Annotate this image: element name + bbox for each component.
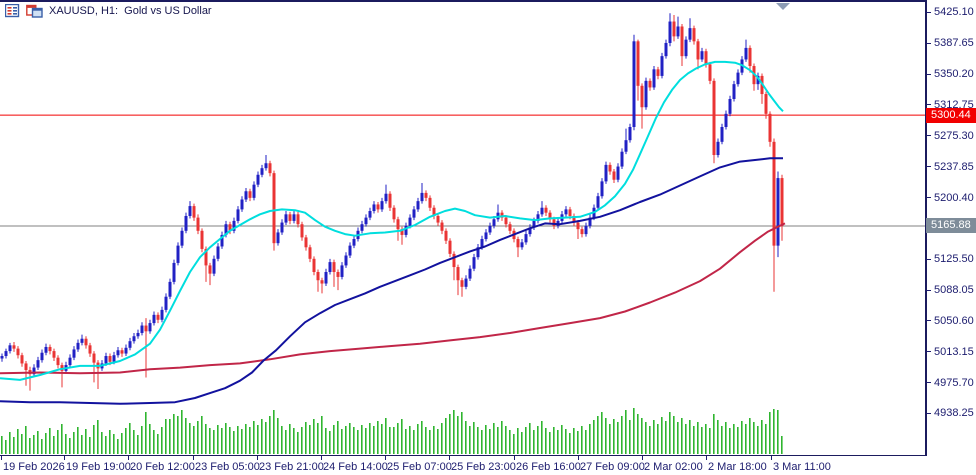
time-tick-label: 24 Feb 14:00 bbox=[323, 461, 388, 473]
chart-shift-marker-icon[interactable] bbox=[776, 3, 790, 10]
fast-ma-aqua bbox=[0, 60, 784, 381]
time-tick-mark bbox=[257, 456, 258, 460]
price-tick-label: 5050.60 bbox=[926, 314, 974, 327]
time-tick-mark bbox=[449, 456, 450, 460]
price-tick-mark bbox=[926, 351, 931, 353]
candles-layer bbox=[0, 13, 784, 391]
time-tick-mark bbox=[321, 456, 322, 460]
quotes-panel-icon[interactable] bbox=[5, 4, 20, 18]
time-tick-label: 23 Feb 21:00 bbox=[259, 461, 324, 473]
price-tick-mark bbox=[926, 42, 931, 44]
price-tick-mark bbox=[926, 73, 931, 75]
chart-top-border bbox=[0, 0, 926, 2]
price-chart-canvas[interactable] bbox=[0, 0, 926, 455]
mid-ma-navy bbox=[0, 157, 783, 405]
time-tick-label: 19 Feb 19:00 bbox=[66, 461, 131, 473]
time-tick-label: 2 Mar 18:00 bbox=[708, 461, 767, 473]
time-tick-mark bbox=[642, 456, 643, 460]
price-tick-mark bbox=[926, 135, 931, 137]
price-tick-mark bbox=[926, 11, 931, 13]
time-tick-mark bbox=[578, 456, 579, 460]
chart-header: XAUUSD, H1: Gold vs US Dollar bbox=[5, 4, 212, 18]
time-tick-mark bbox=[193, 456, 194, 460]
price-tick-mark bbox=[926, 289, 931, 291]
price-tick-label: 5088.05 bbox=[926, 284, 974, 297]
price-tick-label: 5275.30 bbox=[926, 129, 974, 142]
time-tick-label: 19 Feb 2026 bbox=[3, 461, 65, 473]
symbol-title: XAUUSD, H1: Gold vs US Dollar bbox=[49, 5, 212, 17]
price-tick-label: 5350.20 bbox=[926, 68, 974, 81]
time-tick-label: 23 Feb 05:00 bbox=[195, 461, 260, 473]
time-tick-label: 25 Feb 07:00 bbox=[387, 461, 452, 473]
ask-line-price-badge: 5300.44 bbox=[926, 107, 976, 123]
time-tick-mark bbox=[706, 456, 707, 460]
price-tick-label: 5125.50 bbox=[926, 253, 974, 266]
time-tick-label: 25 Feb 23:00 bbox=[451, 461, 516, 473]
price-tick-mark bbox=[926, 258, 931, 260]
price-tick-label: 5387.65 bbox=[926, 37, 974, 50]
time-tick-label: 27 Feb 09:00 bbox=[580, 461, 645, 473]
price-tick-mark bbox=[926, 104, 931, 106]
time-tick-mark bbox=[64, 456, 65, 460]
price-tick-mark bbox=[926, 166, 931, 168]
time-tick-label: 3 Mar 11:00 bbox=[773, 461, 831, 473]
price-tick-label: 5200.40 bbox=[926, 191, 974, 204]
tile-windows-icon[interactable] bbox=[26, 4, 43, 18]
price-tick-label: 5013.15 bbox=[926, 345, 974, 358]
price-tick-mark bbox=[926, 412, 931, 414]
price-tick-mark bbox=[926, 197, 931, 199]
time-tick-mark bbox=[771, 456, 772, 460]
price-tick-mark bbox=[926, 382, 931, 384]
price-lines-layer bbox=[0, 114, 926, 227]
price-tick-mark bbox=[926, 320, 931, 322]
time-tick-label: 20 Feb 12:00 bbox=[130, 461, 195, 473]
volume-layer bbox=[1, 408, 783, 454]
price-tick-label: 4938.25 bbox=[926, 407, 974, 420]
price-tick-label: 5425.10 bbox=[926, 6, 974, 19]
time-tick-mark bbox=[128, 456, 129, 460]
time-tick-label: 26 Feb 16:00 bbox=[516, 461, 581, 473]
time-tick-mark bbox=[1, 456, 2, 460]
time-tick-mark bbox=[385, 456, 386, 460]
time-tick-label: 2 Mar 02:00 bbox=[644, 461, 703, 473]
time-tick-mark bbox=[514, 456, 515, 460]
bid-line-price-badge: 5165.88 bbox=[926, 218, 976, 234]
slow-ma-crimson bbox=[0, 222, 786, 375]
price-tick-label: 5237.85 bbox=[926, 160, 974, 173]
price-tick-label: 4975.70 bbox=[926, 376, 974, 389]
chart-bottom-border bbox=[0, 455, 927, 456]
